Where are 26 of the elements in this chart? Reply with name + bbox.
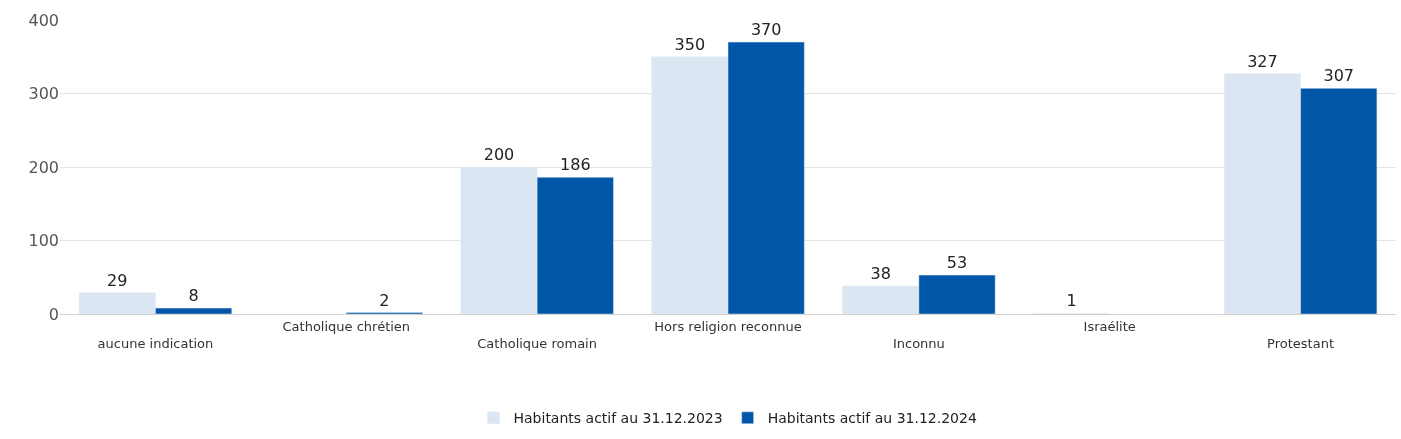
y-tick-label: 200 (28, 157, 59, 177)
data-label: 2 (379, 290, 390, 310)
data-label: 38 (870, 264, 891, 284)
data-label: 53 (946, 253, 968, 273)
y-tick-label: 400 (28, 10, 59, 30)
data-label: 8 (188, 286, 199, 306)
y-tick-label: 0 (48, 304, 59, 324)
data-label: 29 (107, 270, 128, 290)
data-label: 200 (483, 145, 515, 164)
legend-label: Habitants actif au 31.12.2024 (767, 410, 977, 427)
data-label: 327 (1247, 51, 1278, 71)
data-label: 307 (1323, 66, 1355, 86)
data-label: 1 (1066, 291, 1077, 311)
x-tick-label: Protestant (1267, 335, 1335, 351)
y-tick-label: 300 (28, 84, 59, 104)
x-tick-label: aucune indication (97, 335, 214, 351)
x-tick-label: Catholique chrétien (282, 318, 411, 334)
x-tick-label: Hors religion reconnue (654, 318, 802, 334)
data-label: 186 (560, 155, 591, 175)
x-tick-label: Catholique romain (477, 335, 597, 351)
legend-label: Habitants actif au 31.12.2023 (513, 410, 723, 427)
data-label: 370 (750, 20, 782, 40)
x-tick-label: Israélite (1083, 318, 1136, 334)
data-label: 350 (674, 34, 706, 54)
y-tick-label: 100 (28, 231, 59, 251)
x-tick-label: Inconnu (892, 335, 945, 351)
